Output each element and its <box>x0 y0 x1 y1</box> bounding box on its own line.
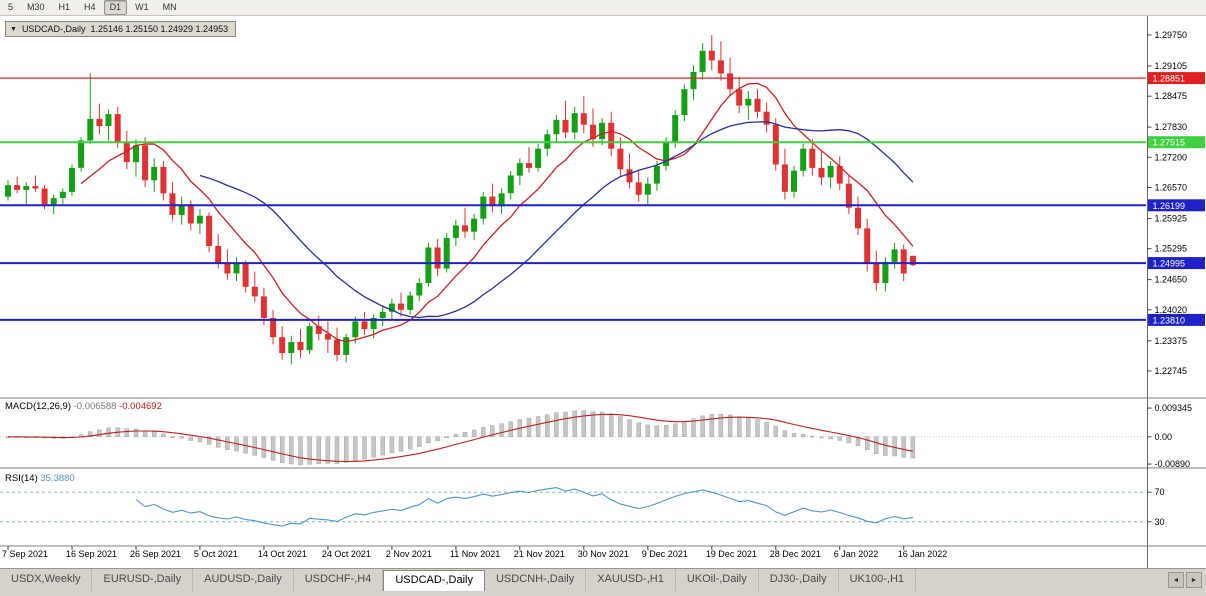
chart-tab-usdchf-h4[interactable]: USDCHF-,H4 <box>294 569 384 591</box>
price-axis-label: 1.27200 <box>1155 152 1188 162</box>
chart-tab-eurusd-daily[interactable]: EURUSD-,Daily <box>92 569 194 591</box>
chart-tab-uk100-h1[interactable]: UK100-,H1 <box>839 569 917 591</box>
date-axis-label: 9 Dec 2021 <box>642 549 688 559</box>
bottom-strip <box>0 591 1206 596</box>
price-axis-label: 1.25925 <box>1155 214 1188 224</box>
timeframe-button-h4[interactable]: H4 <box>84 2 96 12</box>
date-axis-label: 14 Oct 2021 <box>258 549 307 559</box>
level-price-badge-label: 1.28851 <box>1153 74 1186 84</box>
rsi-pane: RSI(14) 35.3880 <box>0 473 1146 527</box>
chart-tab-ukoil-daily[interactable]: UKOil-,Daily <box>676 569 759 591</box>
macd-plot <box>0 410 1146 466</box>
date-axis-label: 26 Sep 2021 <box>130 549 181 559</box>
level-price-badge-label: 1.24995 <box>1153 259 1186 269</box>
chart-tab-usdcad-daily[interactable]: USDCAD-,Daily <box>383 570 485 591</box>
chart-tab-xauusd-h1[interactable]: XAUUSD-,H1 <box>586 569 676 591</box>
level-price-badge <box>1148 136 1205 149</box>
chart-canvas[interactable]: MACD(12,26,9) -0.006588 -0.004692 RSI(14)… <box>0 16 1206 568</box>
level-price-badge <box>1148 257 1205 270</box>
collapse-icon[interactable]: ▼ <box>10 25 17 33</box>
timeframe-button-m30[interactable]: M30 <box>27 2 45 12</box>
chart-tab-usdcnh-daily[interactable]: USDCNH-,Daily <box>485 569 587 591</box>
date-axis-label: 30 Nov 2021 <box>578 549 629 559</box>
price-axis-label: 1.24650 <box>1155 275 1188 285</box>
rsi-axis-label: 70 <box>1155 487 1165 497</box>
rsi-plot <box>0 487 1146 527</box>
date-axis-label: 16 Sep 2021 <box>66 549 117 559</box>
rsi-label: RSI(14) 35.3880 <box>5 473 75 484</box>
timeframe-button-w1[interactable]: W1 <box>135 2 149 12</box>
moving-averages <box>80 82 914 343</box>
date-axis-label: 6 Jan 2022 <box>834 549 879 559</box>
level-price-badge-label: 1.23810 <box>1153 315 1186 325</box>
macd-axis-label: 0.00 <box>1155 432 1173 442</box>
tab-arrows: ◄ ► <box>1168 569 1206 591</box>
date-axis-label: 7 Sep 2021 <box>2 549 48 559</box>
timeframe-button-h1[interactable]: H1 <box>58 2 71 12</box>
tab-list: USDX,Weekly EURUSD-,Daily AUDUSD-,Daily USD… <box>0 569 917 591</box>
price-axis-label: 1.27830 <box>1155 122 1188 132</box>
price-axis-label: 1.26570 <box>1155 183 1188 193</box>
candles-layer <box>5 35 916 365</box>
timeframe-button-d1[interactable]: D1 <box>103 0 128 15</box>
price-axis-label: 1.23375 <box>1155 336 1188 346</box>
price-axis-label: 1.22745 <box>1155 366 1188 376</box>
level-price-badge <box>1148 72 1205 85</box>
chart-tab-usdx-weekly[interactable]: USDX,Weekly <box>0 569 93 591</box>
chart-title-symbol: USDCAD-,Daily <box>21 24 86 34</box>
chart-title-ohlc: 1.25146 1.25150 1.24929 1.24953 <box>90 24 229 34</box>
price-axis-label: 1.29105 <box>1155 61 1188 71</box>
rsi-axis-label: 30 <box>1155 517 1165 527</box>
price-axis-label: 1.24020 <box>1155 305 1188 315</box>
macd-pane: MACD(12,26,9) -0.006588 -0.004692 <box>0 401 1146 466</box>
chart-tabs-bar: USDX,Weekly EURUSD-,Daily AUDUSD-,Daily USD… <box>0 568 1206 591</box>
macd-signal-line <box>8 413 914 463</box>
level-price-badge <box>1148 313 1205 326</box>
date-axis-label: 11 Nov 2021 <box>450 549 500 559</box>
macd-axis-label: -0.00890 <box>1155 459 1191 469</box>
macd-axis-label: 0.009345 <box>1155 403 1193 413</box>
macd-label: MACD(12,26,9) -0.006588 -0.004692 <box>5 401 162 412</box>
level-price-badge-label: 1.27515 <box>1153 138 1186 148</box>
date-axis-label: 2 Nov 2021 <box>386 549 432 559</box>
chart-tab-audusd-daily[interactable]: AUDUSD-,Daily <box>193 569 294 591</box>
date-axis-label: 28 Dec 2021 <box>770 549 821 559</box>
rsi-line <box>135 487 913 527</box>
ma-22-line <box>199 121 914 319</box>
tabs-scroll-right-button[interactable]: ► <box>1186 572 1202 588</box>
price-axis-label: 1.28475 <box>1155 91 1188 101</box>
timeframe-toolbar: 5 M30 H1 H4 D1 W1 MN <box>0 0 1206 16</box>
date-axis-label: 16 Jan 2022 <box>898 549 948 559</box>
price-axis-label: 1.29750 <box>1155 30 1188 40</box>
date-axis-label: 19 Dec 2021 <box>706 549 757 559</box>
price-axis[interactable]: 1.29750 1.29105 1.28475 1.27830 1.27200 1.265… <box>1147 16 1206 568</box>
timeframe-button-mn[interactable]: MN <box>162 2 177 12</box>
ma-9-line <box>80 82 914 343</box>
chart-tab-dj30-daily[interactable]: DJ30-,Daily <box>759 569 839 591</box>
date-axis-label: 24 Oct 2021 <box>322 549 371 559</box>
tabs-scroll-left-button[interactable]: ◄ <box>1168 572 1184 588</box>
date-axis-label: 5 Oct 2021 <box>194 549 238 559</box>
price-axis-label: 1.25295 <box>1155 244 1188 254</box>
level-price-badge-label: 1.26199 <box>1153 201 1186 211</box>
date-axis[interactable]: 7 Sep 2021 16 Sep 2021 26 Sep 2021 5 Oct 20… <box>2 546 947 559</box>
horizontal-levels[interactable] <box>0 77 1146 321</box>
chart-title-bar: ▼ USDCAD-,Daily 1.25146 1.25150 1.24929 … <box>5 21 237 37</box>
level-price-badge <box>1148 199 1205 212</box>
timeframe-button-5[interactable]: 5 <box>8 2 14 12</box>
date-axis-label: 21 Nov 2021 <box>514 549 565 559</box>
